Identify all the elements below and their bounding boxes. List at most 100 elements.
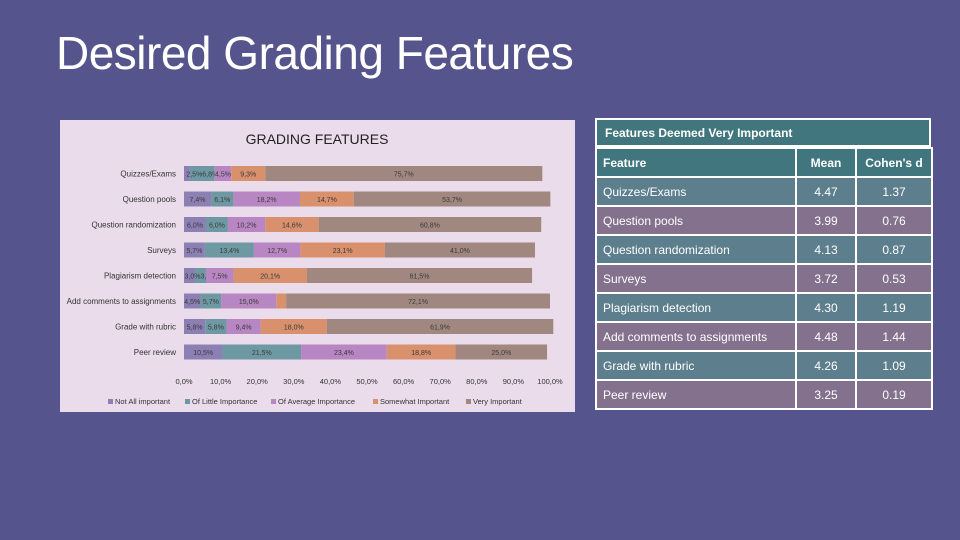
x-tick-label: 10,0% <box>210 377 232 386</box>
bar-segment <box>184 242 205 258</box>
category-label: Quizzes/Exams <box>120 170 176 179</box>
category-label: Question randomization <box>92 221 177 230</box>
legend-label: Very Important <box>473 397 523 406</box>
data-label: 10,2% <box>237 223 257 230</box>
data-label: 3,0%3,0% <box>185 274 217 281</box>
x-tick-label: 70,0% <box>430 377 452 386</box>
cell-mean: 3.99 <box>795 205 857 236</box>
cell-feature: Add comments to assignments <box>595 321 797 352</box>
data-label: 60,8% <box>420 223 440 230</box>
category-label: Question pools <box>123 195 176 204</box>
bar-segment <box>326 319 554 334</box>
cell-feature: Quizzes/Exams <box>595 176 797 207</box>
cell-cohens-d: 0.76 <box>855 205 933 236</box>
cell-cohens-d: 0.53 <box>855 263 933 294</box>
cell-feature: Grade with rubric <box>595 350 797 381</box>
bar-segment <box>276 293 287 309</box>
x-tick-label: 40,0% <box>320 377 342 386</box>
cell-feature: Peer review <box>595 379 797 410</box>
category-label: Grade with rubric <box>115 323 176 332</box>
bar-segment <box>200 293 222 309</box>
legend-label: Not All important <box>115 397 171 406</box>
bar-segment <box>194 268 206 283</box>
data-label: 14,6% <box>282 223 302 230</box>
bar-segment <box>184 344 223 360</box>
bar-segment <box>300 242 385 258</box>
legend-label: Of Average Importance <box>278 397 355 406</box>
bar-segment <box>265 217 319 232</box>
legend-swatch <box>108 399 113 404</box>
bar-segment <box>222 344 302 360</box>
legend-swatch <box>185 399 190 404</box>
data-label: 10,5% <box>193 350 213 357</box>
table-row: Grade with rubric 4.26 1.09 <box>595 350 933 381</box>
data-label: 4,5% <box>184 299 200 306</box>
bar-segment <box>260 319 327 334</box>
cell-cohens-d: 1.19 <box>855 292 933 323</box>
bar-segment <box>306 268 533 283</box>
table-caption: Features Deemed Very Important <box>595 118 931 147</box>
bar-segment <box>205 268 234 283</box>
data-label: 13,4% <box>219 248 239 255</box>
bar-segment <box>211 191 234 207</box>
cell-mean: 4.26 <box>795 350 857 381</box>
bar-segment <box>300 191 354 207</box>
data-label: 7,5% <box>212 274 228 281</box>
data-label: 7,4% <box>190 197 206 204</box>
cell-feature: Question randomization <box>595 234 797 265</box>
data-label: 6,0% <box>209 223 225 230</box>
bar-segment <box>233 268 307 283</box>
cell-mean: 4.30 <box>795 292 857 323</box>
data-label: 18,0% <box>284 325 304 332</box>
data-label: 5,8% <box>208 325 224 332</box>
chart-title: GRADING FEATURES <box>246 131 389 147</box>
features-table-panel: Features Deemed Very Important Feature M… <box>595 118 933 410</box>
bar-segment <box>184 293 201 309</box>
chart-panel: GRADING FEATURES Quizzes/Exams 2,5%6,8% 4,5… <box>60 120 575 412</box>
data-label: 12,7% <box>267 248 287 255</box>
x-tick-label: 80,0% <box>466 377 488 386</box>
category-label: Add comments to assignments <box>67 297 176 306</box>
x-tick-label: 100,0% <box>537 377 563 386</box>
cell-cohens-d: 1.09 <box>855 350 933 381</box>
data-label: 15,0% <box>239 299 259 306</box>
data-label: 5,7% <box>203 299 219 306</box>
bar-segment <box>205 217 228 232</box>
bar-segment <box>386 344 456 360</box>
cell-cohens-d: 0.19 <box>855 379 933 410</box>
bar-segment <box>231 166 266 181</box>
data-label: 18,8% <box>411 350 431 357</box>
cell-mean: 4.13 <box>795 234 857 265</box>
data-label: 4,5% <box>215 172 231 179</box>
x-tick-label: 20,0% <box>247 377 269 386</box>
data-label: 5,8% <box>187 325 203 332</box>
bar-segment <box>189 166 215 181</box>
data-label: 20,1% <box>260 274 280 281</box>
legend-label: Somewhat Important <box>380 397 450 406</box>
table-row: Question pools 3.99 0.76 <box>595 205 933 236</box>
cell-mean: 3.72 <box>795 263 857 294</box>
bar-segment <box>301 344 387 360</box>
table-row: Plagiarism detection 4.30 1.19 <box>595 292 933 323</box>
table-row: Quizzes/Exams 4.47 1.37 <box>595 176 933 207</box>
bar-segment <box>353 191 551 207</box>
x-tick-label: 0,0% <box>175 377 192 386</box>
bar-segment <box>227 217 266 232</box>
bar-segment <box>184 217 206 232</box>
header-feature: Feature <box>595 147 797 178</box>
bar-segment <box>205 319 227 334</box>
cell-cohens-d: 0.87 <box>855 234 933 265</box>
bar-segment <box>221 293 277 309</box>
table-header-row: Feature Mean Cohen's d <box>595 147 933 178</box>
bar-segment <box>253 242 301 258</box>
legend-swatch <box>466 399 471 404</box>
cell-feature: Plagiarism detection <box>595 292 797 323</box>
data-label: 9,4% <box>236 325 252 332</box>
data-label: 41,0% <box>450 248 470 255</box>
data-label: 5,7% <box>186 248 202 255</box>
bar-segment <box>184 166 190 181</box>
data-label: 61,5% <box>410 274 430 281</box>
slide-title: Desired Grading Features <box>56 27 574 79</box>
table-row: Question randomization 4.13 0.87 <box>595 234 933 265</box>
features-table: Feature Mean Cohen's d Quizzes/Exams 4.47… <box>595 147 933 410</box>
